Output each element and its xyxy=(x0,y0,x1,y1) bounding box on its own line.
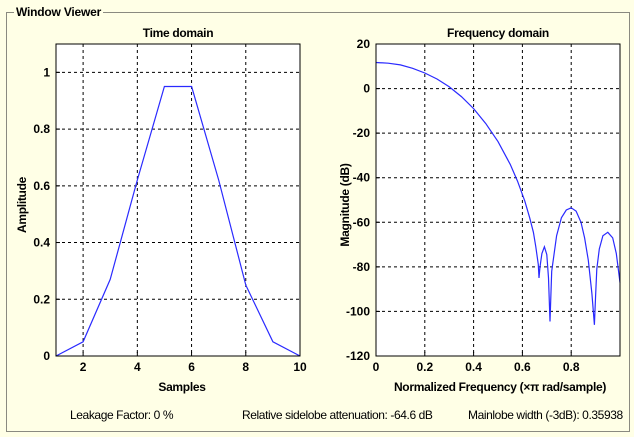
freq-ytick-label-7: -120 xyxy=(346,349,370,363)
freq-xtick-label-0: 0 xyxy=(373,360,380,374)
time-xtick-label-0: 2 xyxy=(80,360,87,374)
freq-plot-area xyxy=(376,44,620,356)
time-ytick-label-5: 1 xyxy=(43,65,50,79)
time-xtick-label-3: 8 xyxy=(242,360,249,374)
viewer-frame xyxy=(6,12,630,432)
time-ytick-label-4: 0.8 xyxy=(33,122,50,136)
time-ytick-label-1: 0.2 xyxy=(33,292,50,306)
time-plot-area xyxy=(56,44,300,356)
time-axes-box xyxy=(55,43,301,357)
freq-xtick-label-3: 0.6 xyxy=(514,360,531,374)
time-xtick-label-4: 10 xyxy=(293,360,307,374)
freq-ytick-label-2: -20 xyxy=(353,126,371,140)
freq-series-line xyxy=(375,61,621,325)
freq-chart-title: Frequency domain xyxy=(447,26,549,40)
freq-ytick-label-4: -60 xyxy=(353,215,371,229)
freq-ytick-label-0: 20 xyxy=(357,37,371,51)
time-chart-title: Time domain xyxy=(142,26,214,40)
leakage-factor-text: Leakage Factor: 0 % xyxy=(70,408,174,422)
freq-ytick-label-6: -100 xyxy=(346,304,370,318)
freq-xtick-label-1: 0.2 xyxy=(416,360,433,374)
time-ytick-label-0: 0 xyxy=(43,349,50,363)
time-xlabel: Samples xyxy=(158,380,206,394)
time-xtick-label-2: 6 xyxy=(188,360,195,374)
time-ytick-label-3: 0.6 xyxy=(33,179,50,193)
time-series-line xyxy=(55,85,301,357)
freq-xtick-label-4: 0.8 xyxy=(563,360,580,374)
freq-xtick-label-2: 0.4 xyxy=(465,360,482,374)
window-title: Window Viewer xyxy=(14,5,104,19)
freq-ytick-label-3: -40 xyxy=(353,171,371,185)
freq-ytick-label-1: 0 xyxy=(363,82,370,96)
mainlobe-width-text: Mainlobe width (-3dB): 0.35938 xyxy=(468,408,623,422)
freq-axes-box xyxy=(375,43,621,357)
freq-xlabel: Normalized Frequency (×π rad/sample) xyxy=(393,380,607,394)
sidelobe-attenuation-text: Relative sidelobe attenuation: -64.6 dB xyxy=(242,408,433,422)
time-ytick-label-2: 0.4 xyxy=(33,236,50,250)
freq-ytick-label-5: -80 xyxy=(353,260,371,274)
time-xtick-label-1: 4 xyxy=(134,360,141,374)
